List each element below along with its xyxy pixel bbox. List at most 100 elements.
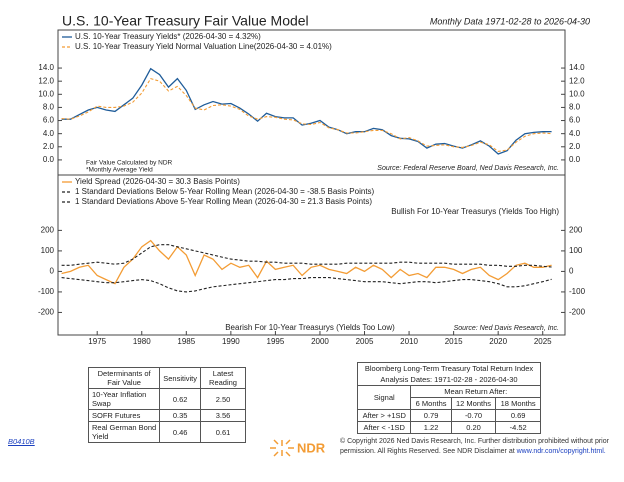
table-cell: 0.61 [200, 421, 246, 443]
column-header: 6 Months [410, 397, 452, 410]
table-cell: 1.22 [410, 421, 452, 434]
header-row: Signal Mean Return After: [356, 385, 541, 410]
legend-label: 1 Standard Deviations Above 5-Year Rolli… [75, 197, 372, 206]
table-row: 10-Year Inflation Swap 0.62 2.50 [87, 388, 246, 410]
y-tick-label-right: 0.0 [569, 155, 581, 164]
table-cell: After > +1SD [356, 409, 412, 422]
table-cell: 0.35 [159, 409, 202, 422]
y-tick-label-right: 12.0 [569, 76, 585, 85]
determinants-table: Determinants of Fair Value Sensitivity Lat… [87, 367, 246, 443]
returns-table: Bloomberg Long-Term Treasury Total Retur… [356, 362, 541, 434]
y-tick-label-right: 4.0 [569, 129, 581, 138]
y-tick-label: 6.0 [43, 116, 55, 125]
y-tick-label: 200 [41, 225, 55, 234]
legend-label: 1 Standard Deviations Below 5-Year Rolli… [75, 187, 375, 196]
copyright: © Copyright 2026 Ned Davis Research, Inc… [340, 437, 610, 457]
series-line [61, 277, 552, 293]
x-tick-label: 2020 [489, 337, 507, 346]
y-tick-label: 0 [50, 267, 55, 276]
column-header: Sensitivity [159, 367, 202, 389]
x-tick-label: 1985 [177, 337, 195, 346]
annotation-bearish: Bearish For 10-Year Treasurys (Yields To… [225, 323, 395, 332]
copyright-link[interactable]: www.ndr.com/copyright.html. [516, 448, 606, 455]
legend-label: U.S. 10-Year Treasury Yields* (2026-04-3… [75, 32, 261, 41]
y-tick-label-right: 10.0 [569, 89, 585, 98]
series-line [61, 77, 552, 152]
title-row: Bloomberg Long-Term Treasury Total Retur… [357, 362, 541, 374]
frame [57, 29, 566, 336]
copyright-text: © Copyright 2026 Ned Davis Research, Inc… [340, 438, 609, 455]
table-subtitle: Analysis Dates: 1971-02-28 - 2026-04-30 [357, 374, 541, 386]
y-tick-label-right: 8.0 [569, 103, 581, 112]
table-cell: 0.79 [410, 409, 452, 422]
x-tick-label: 2025 [534, 337, 552, 346]
y-tick-label-right: 0 [569, 267, 574, 276]
table-cell: 0.69 [495, 409, 541, 422]
table-cell: SOFR Futures [87, 409, 161, 422]
table-title: Bloomberg Long-Term Treasury Total Retur… [357, 362, 541, 374]
source: Source: Ned Davis Research, Inc. [454, 325, 559, 332]
y-tick-label: 8.0 [43, 103, 55, 112]
legend-label: U.S. 10-Year Treasury Yield Normal Valua… [75, 42, 332, 51]
column-header: 12 Months [450, 397, 497, 410]
table-cell: After < -1SD [356, 421, 412, 434]
subtitle-row: Analysis Dates: 1971-02-28 - 2026-04-30 [357, 374, 541, 386]
y-tick-label: 10.0 [38, 89, 54, 98]
x-tick-label: 2005 [356, 337, 374, 346]
table-cell: Real German Bond Yield [87, 421, 161, 443]
report-code[interactable]: B0410B [8, 437, 35, 446]
table-row: After > +1SD 0.79 -0.70 0.69 [356, 409, 541, 422]
table-row: After < -1SD 1.22 0.20 -4.52 [356, 421, 541, 434]
y-tick-label-right: 2.0 [569, 142, 581, 151]
y-tick-label-right: -200 [569, 308, 586, 317]
ndr-logo-icon [270, 439, 294, 457]
note: Fair Value Calculated by NDR [86, 160, 173, 167]
chart-title: U.S. 10-Year Treasury Fair Value Model [62, 13, 309, 29]
series-line [61, 244, 552, 268]
x-tick-label: 1975 [88, 337, 106, 346]
y-tick-label: 4.0 [43, 129, 55, 138]
series-line [61, 239, 552, 285]
column-header: Determinants of Fair Value [87, 367, 161, 389]
y-tick-label-right: 100 [569, 246, 583, 255]
x-tick-label: 2015 [445, 337, 463, 346]
header-row: Determinants of Fair Value Sensitivity Lat… [87, 367, 246, 389]
table-cell: 0.20 [450, 421, 497, 434]
group-header: Mean Return After: [410, 385, 541, 398]
column-header: 18 Months [495, 397, 541, 410]
y-tick-label: 0.0 [43, 155, 55, 164]
y-tick-label: 100 [41, 246, 55, 255]
x-tick-label: 2010 [400, 337, 418, 346]
note: *Monthly Average Yield [86, 167, 153, 174]
header-row: 6 Months 12 Months 18 Months [358, 397, 541, 410]
series-line [61, 67, 552, 155]
table-cell: -4.52 [495, 421, 541, 434]
x-tick-label: 1990 [222, 337, 240, 346]
table-cell: 0.46 [159, 421, 202, 443]
column-header: Latest Reading [200, 367, 246, 389]
legend-label: Yield Spread (2026-04-30 = 30.3 Basis Po… [75, 177, 240, 186]
table-row: SOFR Futures 0.35 3.56 [87, 409, 246, 422]
source: Source: Federal Reserve Board, Ned Davis… [377, 165, 559, 172]
chart-subtitle: Monthly Data 1971-02-28 to 2026-04-30 [430, 16, 590, 26]
table-cell: -0.70 [450, 409, 497, 422]
table-cell: 10-Year Inflation Swap [87, 388, 161, 410]
table-cell: 3.56 [200, 409, 246, 422]
x-tick-label: 1980 [133, 337, 151, 346]
y-tick-label: -100 [38, 287, 55, 296]
y-tick-label-right: 6.0 [569, 116, 581, 125]
ndr-logo: NDR [297, 440, 326, 455]
y-tick-label-right: -100 [569, 287, 586, 296]
table-cell: 0.62 [159, 388, 202, 410]
x-tick-label: 1995 [267, 337, 285, 346]
y-tick-label: 2.0 [43, 142, 55, 151]
y-tick-label: -200 [38, 308, 55, 317]
y-tick-label-right: 14.0 [569, 63, 585, 72]
signal-header: Signal [356, 385, 412, 410]
x-tick-label: 2000 [311, 337, 329, 346]
table-cell: 2.50 [200, 388, 246, 410]
annotation-bullish: Bullish For 10-Year Treasurys (Yields To… [391, 207, 559, 216]
table-row: Real German Bond Yield 0.46 0.61 [87, 421, 246, 443]
